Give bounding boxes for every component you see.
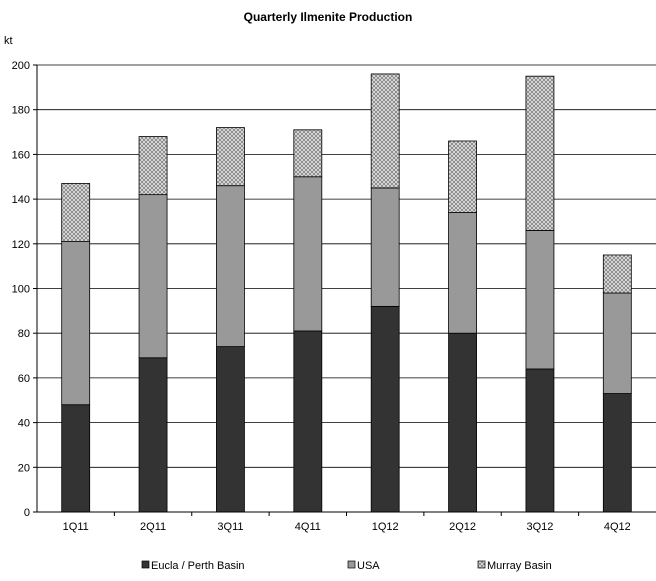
y-tick-label: 80 (18, 328, 30, 340)
x-tick-label: 3Q11 (217, 521, 243, 533)
y-axis-label: kt (4, 35, 13, 47)
bar-segment (61, 183, 91, 242)
y-tick-label: 160 (12, 149, 30, 161)
bar-segment (138, 136, 168, 196)
bar-segment (602, 254, 632, 294)
x-tick-label: 1Q11 (63, 521, 89, 533)
x-tick-label: 4Q12 (604, 521, 631, 533)
x-tick-label: 2Q12 (449, 521, 476, 533)
bar-segment (216, 127, 245, 187)
bar-segment (448, 332, 477, 513)
bar-segment (525, 229, 555, 370)
legend-swatch (141, 560, 150, 569)
bar-segment (138, 357, 168, 513)
y-tick-label: 180 (12, 105, 30, 117)
y-tick-label: 200 (12, 60, 30, 72)
legend-label: USA (357, 560, 380, 572)
y-tick-label: 100 (12, 284, 30, 296)
x-tick-label: 4Q11 (295, 521, 321, 533)
bar-segment (602, 292, 632, 394)
y-tick-label: 40 (18, 418, 30, 430)
axes: 0 20 40 60 80 100 120 140 160 180 200 1Q11 2Q11 3Q11 4… (12, 60, 656, 533)
bar-segment (216, 185, 245, 348)
legend-label: Eucla / Perth Basin (151, 560, 245, 572)
bar-segment (138, 194, 168, 359)
x-tick-label: 1Q12 (372, 521, 399, 533)
bar-segment (448, 140, 477, 213)
y-tick-label: 140 (12, 194, 30, 206)
chart-title: Quarterly Ilmenite Production (244, 10, 413, 24)
y-tick-label: 60 (18, 373, 30, 385)
bar-segment (293, 129, 323, 178)
bar-segment (602, 393, 632, 513)
bar-segment (61, 241, 91, 406)
bar-segment (370, 187, 400, 307)
bar-segment (61, 404, 91, 513)
bar-segment (293, 176, 323, 332)
x-tick-label: 3Q12 (526, 521, 553, 533)
legend-label: Murray Basin (487, 560, 552, 572)
x-tick-label: 2Q11 (140, 521, 166, 533)
bar-segment (525, 368, 555, 513)
gridlines (37, 64, 656, 468)
legend: Eucla / Perth Basin USA Murray Basin (141, 560, 552, 572)
y-tick-label: 20 (18, 462, 30, 474)
bar-segment (216, 346, 245, 513)
bar-segment (448, 212, 477, 334)
legend-swatch (347, 560, 356, 569)
bar-segment (525, 75, 555, 231)
legend-swatch (477, 560, 486, 569)
bar-segment (370, 305, 400, 513)
y-tick-label: 120 (12, 239, 30, 251)
bar-segment (370, 73, 400, 189)
bars (61, 73, 632, 513)
bar-segment (293, 330, 323, 513)
y-tick-label: 0 (24, 507, 30, 519)
